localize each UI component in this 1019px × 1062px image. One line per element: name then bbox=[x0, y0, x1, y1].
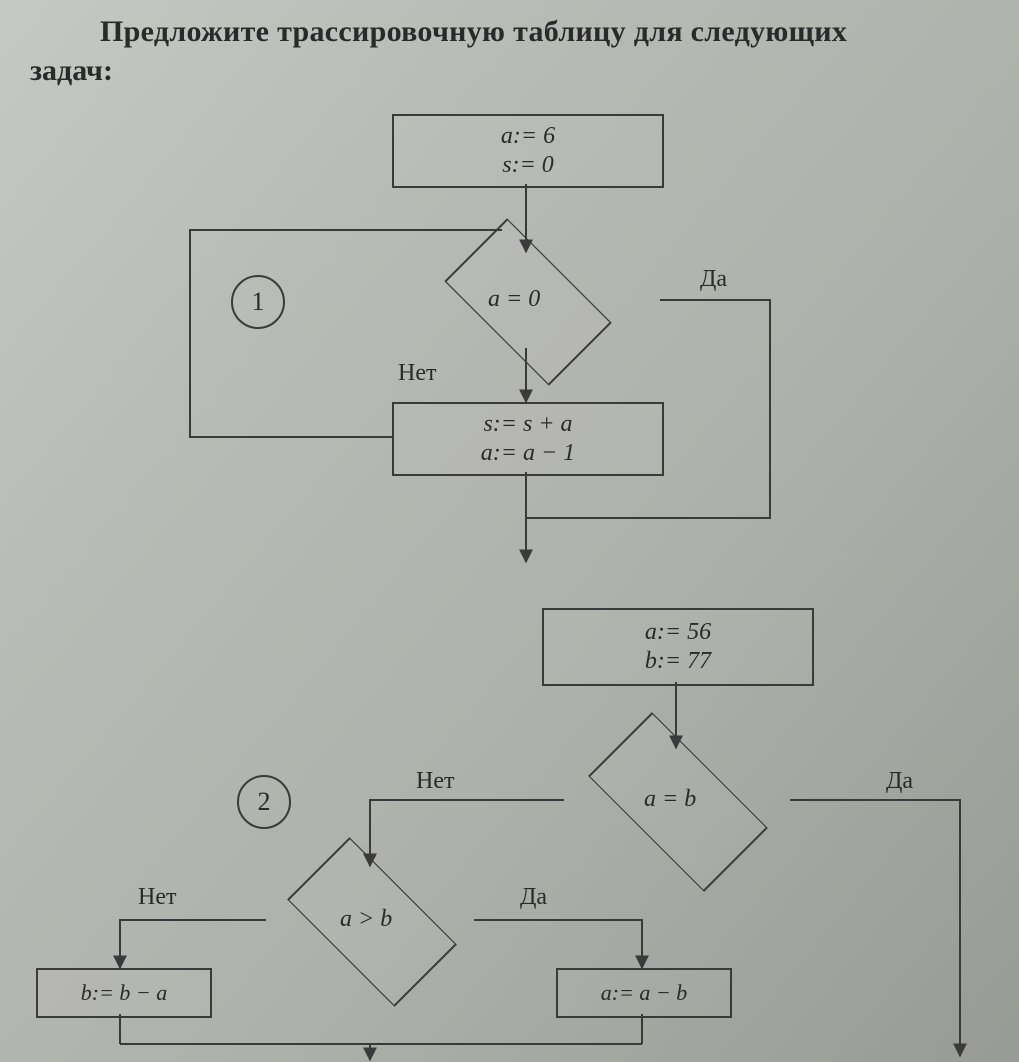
flow2-decision2-text: a > b bbox=[340, 906, 392, 933]
flow2-left-body: b:= b − a bbox=[36, 968, 212, 1018]
flow1-no-label: Нет bbox=[398, 360, 436, 387]
flow1-init-l2: s:= 0 bbox=[502, 151, 554, 180]
flow1-number: 1 bbox=[252, 287, 265, 317]
flow1-body-l1: s:= s + a bbox=[483, 410, 572, 439]
flow2-right-text: a:= a − b bbox=[601, 980, 688, 1006]
flow2-init-rect: a:= 56 b:= 77 bbox=[542, 608, 814, 686]
flow1-body-rect: s:= s + a a:= a − 1 bbox=[392, 402, 664, 476]
flow1-decision-text: a = 0 bbox=[488, 286, 540, 313]
flow2-dec2-yes-label: Да bbox=[520, 884, 547, 911]
prompt-text: Предложите трассировочную таблицу для сл… bbox=[100, 12, 979, 53]
flow2-decision1-text: a = b bbox=[644, 786, 696, 813]
flow2-number: 2 bbox=[258, 787, 271, 817]
flow1-yes-label: Да bbox=[700, 266, 727, 293]
flow1-init-l1: a:= 6 bbox=[501, 122, 555, 151]
page-root: Предложите трассировочную таблицу для сл… bbox=[0, 0, 1019, 1062]
prompt-text-line2: задач: bbox=[30, 54, 113, 88]
flow2-init-l2: b:= 77 bbox=[645, 647, 711, 676]
flow2-dec1-yes-label: Да bbox=[886, 768, 913, 795]
flow2-dec1-no-label: Нет bbox=[416, 768, 454, 795]
flow2-number-circle: 2 bbox=[237, 775, 291, 829]
flow2-left-text: b:= b − a bbox=[81, 980, 168, 1006]
flow2-init-l1: a:= 56 bbox=[645, 618, 711, 647]
flow1-body-l2: a:= a − 1 bbox=[481, 439, 575, 468]
flow1-number-circle: 1 bbox=[231, 275, 285, 329]
flow1-init-rect: a:= 6 s:= 0 bbox=[392, 114, 664, 188]
flow2-dec2-no-label: Нет bbox=[138, 884, 176, 911]
flow2-right-body: a:= a − b bbox=[556, 968, 732, 1018]
